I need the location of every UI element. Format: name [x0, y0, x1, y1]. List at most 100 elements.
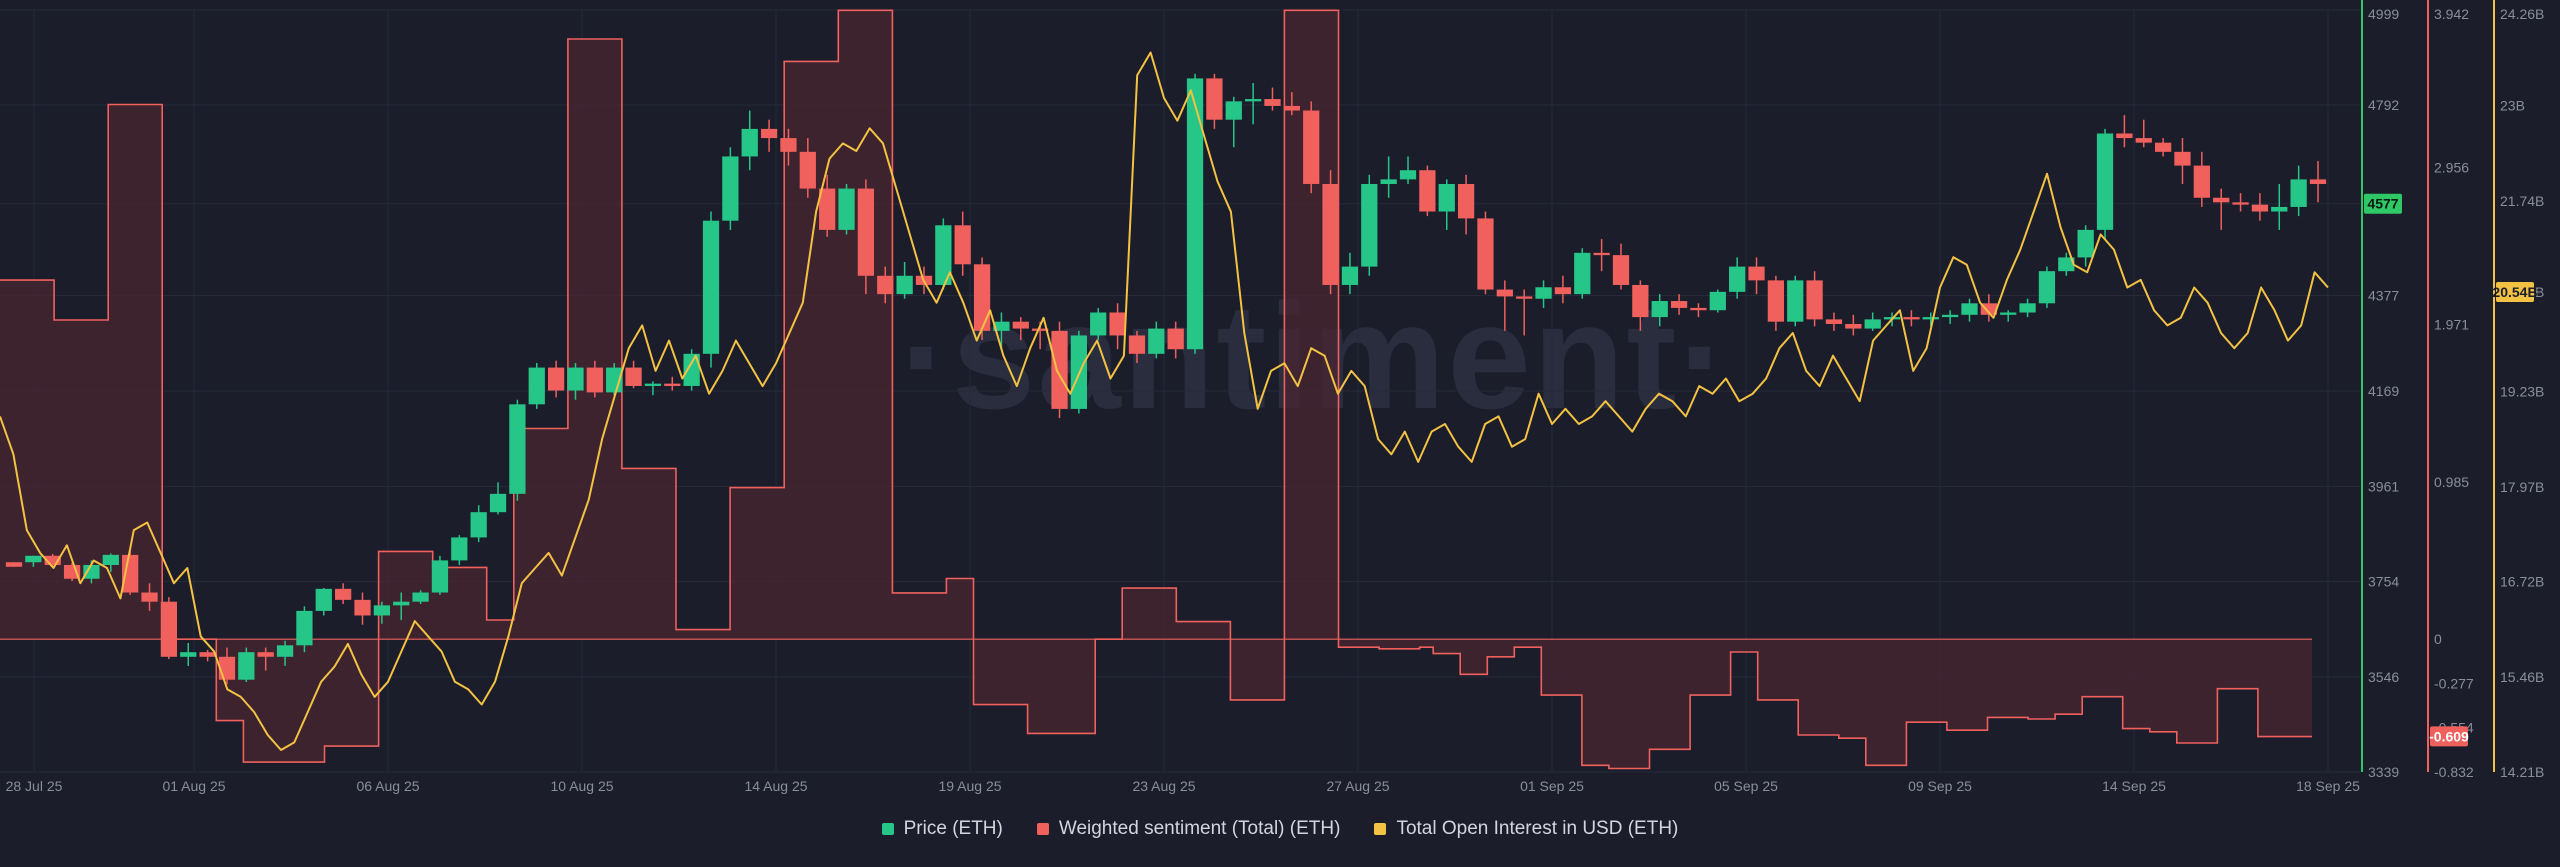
candle [702, 211, 720, 368]
candle [1632, 280, 1649, 331]
candle-body [451, 537, 468, 561]
x-tick-label: 09 Sep 25 [1908, 778, 1972, 794]
candle [547, 360, 565, 398]
candle-body [1612, 255, 1630, 285]
candle [1419, 165, 1436, 217]
price-current-badge-text: 4577 [2367, 196, 2398, 212]
candle-body [1303, 110, 1320, 184]
candle-body [1283, 105, 1300, 111]
x-tick-label: 27 Aug 25 [1326, 778, 1389, 794]
candle-body [2000, 312, 2017, 315]
candle-body [412, 592, 429, 602]
price-current-badge: 4577 [2364, 193, 2402, 214]
candle [2309, 161, 2327, 203]
candle [44, 553, 61, 567]
candle [1903, 310, 1920, 327]
candle-body [238, 652, 255, 680]
candle [1845, 314, 1862, 336]
candle [2213, 188, 2230, 230]
candle [1729, 257, 1746, 299]
legend-swatch-price [881, 823, 894, 835]
price-tick-label: 3546 [2368, 669, 2399, 685]
x-tick-label: 10 Aug 25 [550, 778, 613, 794]
candle [2154, 138, 2172, 157]
candle [2019, 298, 2036, 318]
candle-body [1709, 291, 1726, 311]
candle [760, 119, 778, 152]
sentiment-area [0, 10, 2312, 769]
candle-body [296, 610, 313, 646]
candle-body [722, 156, 739, 221]
candle-body [741, 128, 758, 157]
candle [1496, 280, 1513, 331]
candle-body [1729, 266, 1746, 292]
candle-body [1825, 319, 1843, 324]
candle [199, 649, 216, 662]
sentiment-tick-label: 0.985 [2434, 474, 2469, 490]
candle-body [2135, 138, 2152, 143]
candle-body [1264, 99, 1281, 106]
candle-body [1399, 170, 1417, 180]
candle-body [780, 138, 797, 152]
candle [2096, 128, 2114, 240]
candle [1554, 275, 1572, 304]
candle-body [2077, 229, 2094, 258]
candle [509, 399, 526, 501]
price-tick-label: 4999 [2368, 6, 2399, 22]
axes-layer: 28 Jul 25 01 Aug 25 06 Aug 25 10 Aug 25 14 A… [6, 0, 2544, 794]
legend-item-sentiment[interactable]: Weighted sentiment (Total) (ETH) [1036, 818, 1340, 840]
sentiment-tick-label: 2.956 [2434, 159, 2469, 175]
candle-body [819, 188, 836, 230]
candle-body [5, 562, 23, 567]
candle-body [1593, 252, 1610, 256]
candle-body [1845, 323, 1862, 329]
sentiment-current-badge-bg [2430, 726, 2468, 747]
candle [1825, 312, 1843, 331]
price-tick-label: 4792 [2368, 97, 2399, 113]
candle-body [1225, 101, 1242, 120]
candle [2232, 193, 2249, 212]
candle [1593, 239, 1610, 272]
candle-body [954, 225, 971, 265]
candle [1244, 82, 1262, 125]
legend-item-open-interest[interactable]: Total Open Interest in USD (ETH) [1374, 818, 1678, 840]
candle-body [1109, 312, 1126, 336]
candle [1690, 303, 1707, 318]
legend-item-price[interactable]: Price (ETH) [881, 818, 1003, 840]
candle-body [896, 275, 913, 295]
candle [2000, 310, 2017, 322]
candle [102, 553, 119, 572]
x-tick-label: 14 Sep 25 [2102, 778, 2166, 794]
candle [1206, 73, 1223, 129]
candle [1090, 307, 1107, 341]
candle-body [1148, 328, 1165, 354]
candle [1186, 73, 1204, 354]
candle-body [2116, 133, 2133, 139]
candle [1942, 310, 1959, 324]
candle [1399, 156, 1417, 184]
candle-body [2174, 151, 2191, 166]
candle-body [973, 264, 991, 331]
candle [2271, 183, 2288, 230]
candle-body [141, 592, 158, 602]
candle-body [1244, 99, 1262, 102]
open-interest-current-badge: 20.54B [2492, 282, 2538, 303]
candle-body [1903, 317, 1920, 320]
candle-body [683, 353, 700, 386]
candle [2038, 266, 2056, 308]
candle-body [1535, 287, 1552, 299]
x-tick-label: 01 Sep 25 [1520, 778, 1584, 794]
candle [431, 555, 449, 595]
price-series [5, 73, 2327, 685]
legend-swatch-sentiment [1036, 823, 1049, 835]
candle-body [1128, 335, 1146, 354]
candle [2116, 115, 2133, 148]
sentiment-current-badge: -0.609 [2429, 726, 2469, 747]
candle-body [2213, 197, 2230, 203]
candle-body [63, 564, 81, 579]
candle-body [567, 367, 584, 391]
candle-body [83, 564, 100, 579]
candle [2251, 193, 2269, 221]
candle [1322, 170, 1339, 295]
